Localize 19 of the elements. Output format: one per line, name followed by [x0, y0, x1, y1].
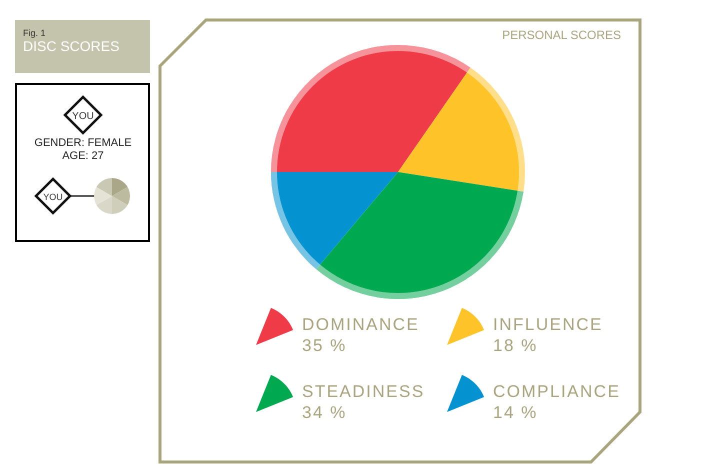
text: YOU — [43, 192, 63, 202]
text: GENDER: FEMALE — [34, 137, 132, 149]
data-label: 34 % — [302, 403, 347, 422]
caption: Fig. 1 — [23, 28, 46, 38]
legend-label: INFLUENCE — [493, 315, 603, 334]
pie-slice — [271, 172, 398, 270]
text: YOU — [72, 111, 94, 122]
legend-label: COMPLIANCE — [493, 382, 620, 401]
data-label: 14 % — [493, 403, 538, 422]
data-label: 18 % — [493, 336, 538, 355]
pie-slice — [398, 68, 525, 192]
pie-slice — [271, 45, 470, 172]
text: DISC SCORES — [23, 38, 120, 54]
legend-label: STEADINESS — [302, 382, 425, 401]
legend-label: DOMINANCE — [302, 315, 420, 334]
pie-slice — [316, 172, 524, 299]
chart-subtitle: PERSONAL SCORES — [502, 28, 621, 42]
data-label: 35 % — [302, 336, 347, 355]
text: AGE: 27 — [62, 150, 104, 162]
